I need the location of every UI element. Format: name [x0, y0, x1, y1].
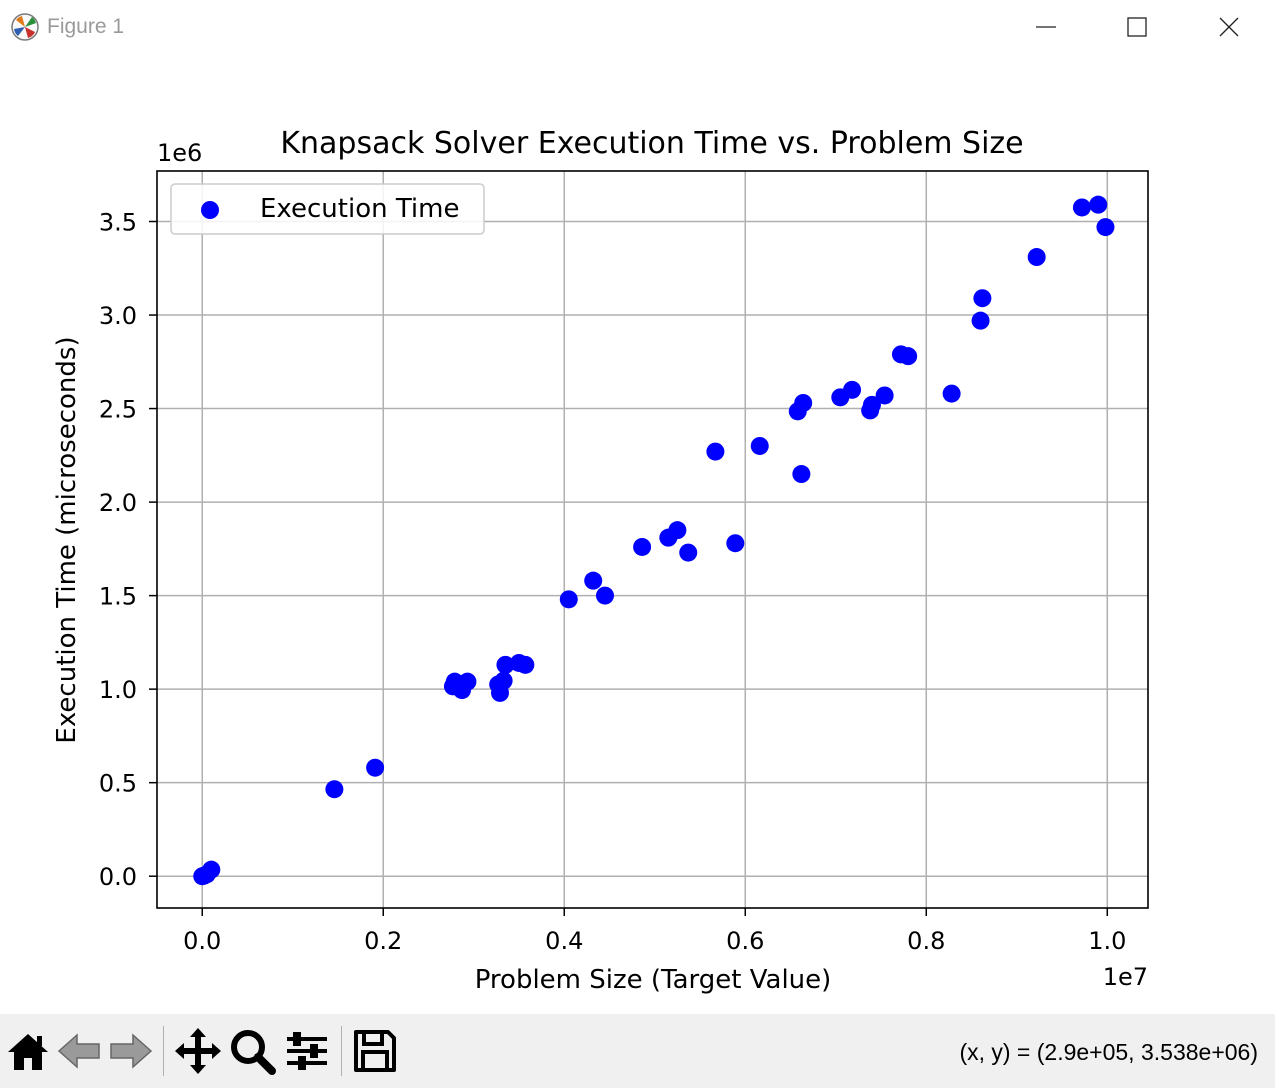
forward-arrow-icon — [110, 1033, 153, 1069]
data-point — [496, 655, 515, 674]
zoom-magnifier-icon — [231, 1030, 276, 1075]
x-tick-label: 0.6 — [726, 927, 764, 955]
y-tick-label: 2.5 — [99, 396, 137, 424]
save-icon — [354, 1030, 396, 1072]
data-point — [792, 465, 811, 484]
navigation-toolbar: (x, y) = (2.9e+05, 3.538e+06) — [0, 1014, 1275, 1088]
home-icon — [8, 1034, 48, 1070]
data-point — [679, 543, 698, 562]
data-point — [706, 442, 725, 461]
y-tick-label: 0.5 — [99, 770, 137, 798]
legend-box — [170, 183, 485, 235]
data-point — [366, 758, 385, 777]
save-button[interactable] — [350, 1026, 400, 1076]
data-point — [1027, 248, 1046, 267]
axes-frame — [156, 170, 1149, 909]
data-point — [750, 436, 769, 455]
data-point — [794, 393, 813, 412]
data-point — [1096, 218, 1115, 237]
y-tick-label: 2.0 — [99, 489, 137, 517]
data-point — [633, 537, 652, 556]
legend-label: Execution Time — [260, 194, 459, 224]
data-point — [899, 347, 918, 366]
minimize-icon — [1036, 26, 1056, 28]
y-tick-label: 0.0 — [99, 863, 137, 891]
forward-button[interactable] — [105, 1026, 155, 1076]
toolbar-separator — [163, 1026, 164, 1076]
y-tick-label: 3.5 — [99, 209, 137, 237]
y-tick-label: 1.0 — [99, 676, 137, 704]
data-point — [875, 386, 894, 405]
x-tick-label: 0.0 — [183, 927, 221, 955]
minimize-button[interactable] — [1000, 0, 1092, 54]
close-icon — [1219, 17, 1239, 37]
home-button[interactable] — [3, 1026, 53, 1076]
data-point — [559, 590, 578, 609]
close-button[interactable] — [1183, 0, 1275, 54]
maximize-icon — [1127, 17, 1147, 37]
chart-title: Knapsack Solver Execution Time vs. Probl… — [280, 126, 1023, 161]
x-axis-label: Problem Size (Target Value) — [475, 965, 832, 995]
pan-button[interactable] — [173, 1026, 223, 1076]
x-axis-ticks: 0.0 0.2 0.4 0.6 0.8 1.0 — [183, 908, 1126, 955]
figure-canvas[interactable]: 0.0 0.2 0.4 0.6 0.8 1.0 0.0 0.5 1.0 1.5 2.0 2.5 3.0… — [0, 54, 1275, 1014]
data-point — [458, 672, 477, 691]
configure-subplots-icon — [287, 1032, 327, 1070]
data-point — [1072, 198, 1091, 217]
window-titlebar: Figure 1 — [0, 0, 1275, 54]
y-axis-label: Execution Time (microseconds) — [52, 336, 82, 743]
y-offset-label: 1e6 — [157, 139, 202, 167]
data-points — [193, 195, 1115, 886]
data-point — [726, 534, 745, 553]
data-point — [1089, 195, 1108, 214]
data-point — [973, 289, 992, 308]
data-point — [494, 671, 513, 690]
y-tick-label: 3.0 — [99, 302, 137, 330]
window-title: Figure 1 — [47, 15, 125, 38]
data-point — [843, 380, 862, 399]
back-button[interactable] — [55, 1026, 105, 1076]
legend: Execution Time — [170, 183, 485, 235]
data-point — [862, 395, 881, 414]
data-point — [595, 586, 614, 605]
matplotlib-icon — [11, 13, 39, 41]
data-point — [202, 860, 221, 879]
x-tick-label: 0.4 — [545, 927, 583, 955]
data-point — [942, 384, 961, 403]
zoom-button[interactable] — [227, 1026, 277, 1076]
x-tick-label: 0.8 — [907, 927, 945, 955]
x-offset-label: 1e7 — [1103, 963, 1148, 991]
y-tick-label: 1.5 — [99, 583, 137, 611]
data-point — [584, 571, 603, 590]
pan-move-icon — [175, 1028, 221, 1074]
data-point — [516, 655, 535, 674]
data-point — [971, 311, 990, 330]
grid — [157, 171, 1148, 908]
y-axis-ticks: 0.0 0.5 1.0 1.5 2.0 2.5 3.0 3.5 — [99, 209, 157, 891]
maximize-button[interactable] — [1091, 0, 1183, 54]
toolbar-separator — [341, 1026, 342, 1076]
data-point — [325, 780, 344, 799]
x-tick-label: 1.0 — [1088, 927, 1126, 955]
cursor-coordinates: (x, y) = (2.9e+05, 3.538e+06) — [959, 1039, 1258, 1065]
data-point — [668, 521, 687, 540]
legend-marker — [201, 201, 219, 219]
scatter-plot: 0.0 0.2 0.4 0.6 0.8 1.0 0.0 0.5 1.0 1.5 2.0 2.5 3.0… — [52, 126, 1149, 995]
back-arrow-icon — [57, 1033, 100, 1069]
configure-subplots-button[interactable] — [282, 1026, 332, 1076]
x-tick-label: 0.2 — [364, 927, 402, 955]
